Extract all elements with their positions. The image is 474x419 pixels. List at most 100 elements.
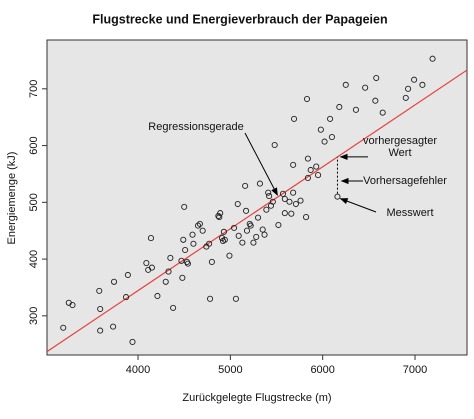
point bbox=[96, 287, 103, 294]
point bbox=[69, 302, 76, 309]
point bbox=[122, 294, 130, 301]
point bbox=[402, 94, 409, 101]
point bbox=[167, 254, 174, 261]
point bbox=[232, 295, 239, 302]
point bbox=[429, 55, 436, 62]
point bbox=[265, 189, 272, 196]
point bbox=[243, 207, 250, 214]
point bbox=[336, 103, 343, 111]
regression-line bbox=[47, 69, 467, 353]
x-tick-label: 5000 bbox=[218, 364, 242, 376]
point bbox=[250, 239, 257, 246]
point bbox=[182, 246, 189, 254]
point bbox=[148, 264, 155, 271]
point bbox=[194, 222, 202, 229]
x-axis-label: Zurückgelegte Flugstrecke (m) bbox=[182, 392, 331, 404]
point bbox=[411, 76, 418, 83]
point bbox=[261, 231, 268, 238]
x-tick-label: 4000 bbox=[126, 364, 150, 376]
x-tick-label: 7000 bbox=[403, 364, 427, 376]
arrow bbox=[244, 132, 278, 196]
annotation: Regressionsgerade bbox=[148, 121, 243, 133]
point bbox=[269, 198, 276, 205]
point bbox=[303, 214, 310, 221]
point bbox=[304, 155, 311, 162]
point bbox=[292, 200, 299, 208]
point bbox=[253, 233, 260, 240]
annotation: Messwert bbox=[386, 207, 433, 219]
point bbox=[327, 115, 334, 122]
point bbox=[379, 109, 386, 116]
point bbox=[279, 190, 287, 197]
point bbox=[373, 74, 380, 82]
point bbox=[263, 206, 270, 213]
point bbox=[342, 81, 349, 88]
point bbox=[129, 338, 136, 345]
point bbox=[110, 278, 118, 285]
point bbox=[304, 174, 311, 181]
point bbox=[178, 257, 185, 264]
point bbox=[181, 203, 188, 210]
point bbox=[286, 198, 293, 205]
point bbox=[179, 274, 186, 281]
chart-title: Flugstrecke und Energieverbrauch der Pap… bbox=[92, 12, 387, 26]
annotation: Vorhersagefehler bbox=[363, 175, 447, 187]
point bbox=[328, 134, 335, 141]
point bbox=[315, 172, 322, 179]
point bbox=[321, 138, 328, 145]
point bbox=[281, 195, 288, 202]
annotation: Wert bbox=[388, 147, 411, 159]
point bbox=[281, 210, 288, 217]
point bbox=[226, 252, 233, 259]
point bbox=[291, 115, 298, 122]
point bbox=[303, 95, 311, 103]
point bbox=[170, 304, 177, 311]
point bbox=[97, 305, 104, 313]
point bbox=[271, 141, 278, 149]
point bbox=[290, 189, 297, 196]
y-tick-label: 500 bbox=[28, 193, 40, 211]
annotation: vorhergesagter bbox=[363, 135, 437, 147]
point bbox=[247, 222, 254, 229]
point bbox=[259, 226, 266, 233]
point bbox=[154, 292, 161, 300]
y-tick-label: 700 bbox=[28, 80, 40, 98]
point bbox=[147, 235, 155, 242]
point bbox=[165, 268, 172, 275]
point bbox=[239, 239, 246, 246]
point bbox=[184, 260, 191, 267]
y-tick-label: 300 bbox=[28, 307, 40, 325]
y-tick-label: 400 bbox=[28, 250, 40, 268]
point bbox=[162, 278, 169, 285]
point bbox=[334, 193, 341, 200]
point bbox=[372, 97, 379, 104]
point bbox=[180, 236, 187, 243]
point bbox=[97, 327, 104, 334]
point bbox=[313, 163, 320, 170]
point bbox=[288, 210, 295, 217]
point bbox=[242, 182, 249, 189]
point bbox=[60, 324, 67, 331]
point bbox=[243, 227, 251, 234]
point bbox=[199, 227, 206, 234]
y-tick-label: 600 bbox=[28, 136, 40, 154]
y-axis-label: Energiemenge (kJ) bbox=[6, 152, 18, 245]
point bbox=[405, 85, 412, 92]
point bbox=[220, 228, 227, 235]
point bbox=[297, 197, 304, 204]
point bbox=[256, 180, 263, 187]
point bbox=[231, 224, 238, 231]
point bbox=[143, 260, 150, 267]
x-tick-label: 6000 bbox=[310, 364, 334, 376]
point bbox=[216, 214, 223, 221]
point bbox=[307, 166, 314, 174]
point bbox=[275, 221, 282, 229]
point bbox=[234, 200, 241, 208]
point bbox=[419, 81, 426, 88]
point bbox=[362, 84, 369, 91]
point bbox=[290, 161, 297, 168]
point bbox=[110, 323, 117, 330]
arrow bbox=[339, 198, 377, 213]
point bbox=[208, 258, 215, 265]
point bbox=[255, 214, 262, 221]
